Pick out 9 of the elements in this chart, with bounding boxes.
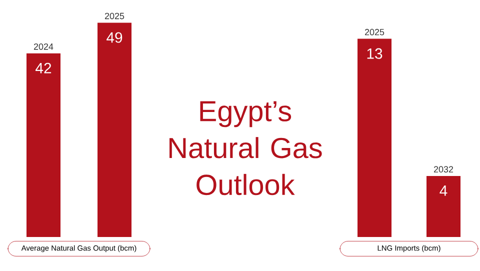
text: Egypt’s Natural Gas Outlook — [170, 101, 322, 196]
x-tick-label: 2032 — [434, 166, 454, 172]
x-tick-label: 2025 — [104, 12, 124, 20]
x-tick-label: 2025 — [364, 28, 384, 36]
x-tick-label: 2024 — [34, 43, 54, 50]
data-label: 42 — [36, 62, 52, 74]
data-label: 13 — [367, 48, 382, 59]
data-label: 49 — [106, 32, 122, 43]
data-label: 4 — [440, 186, 448, 196]
